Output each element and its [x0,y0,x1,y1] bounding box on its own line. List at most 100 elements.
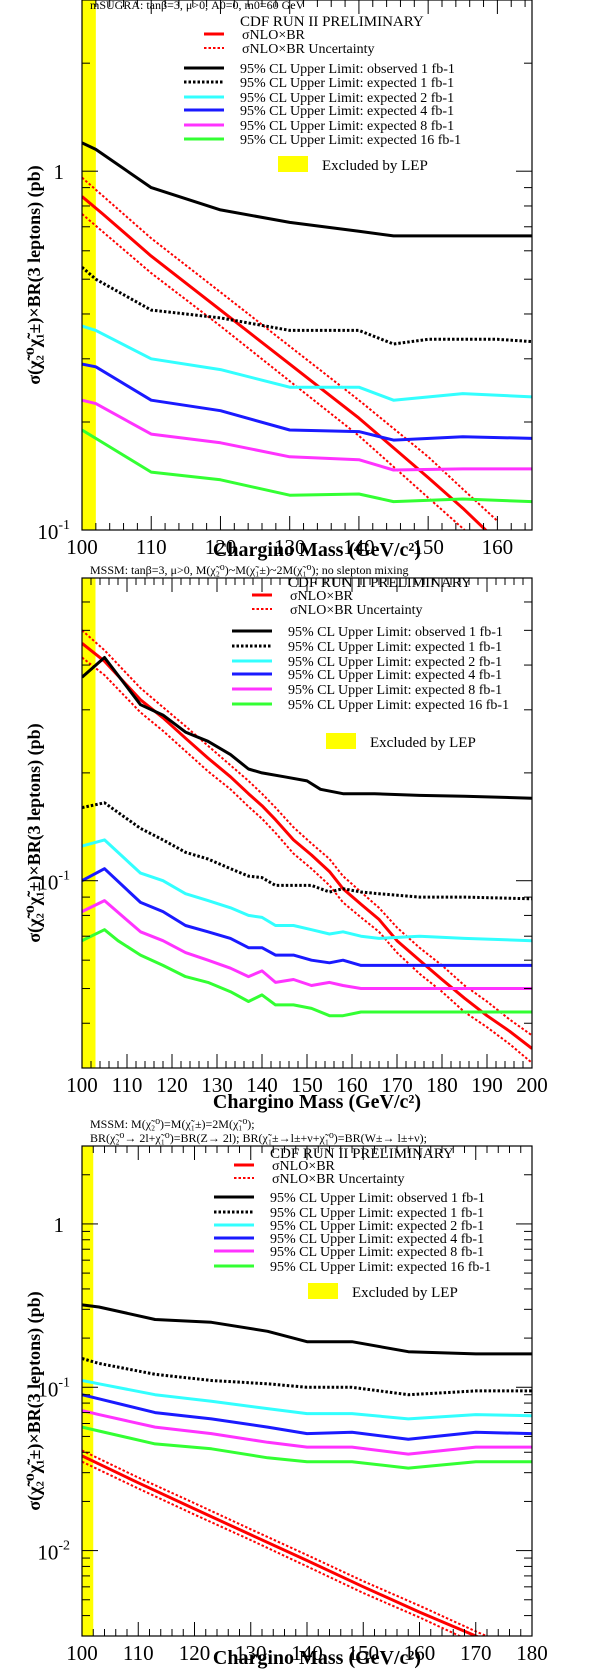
series-line-6 [82,1393,532,1441]
legend-lep-label: Excluded by LEP [370,735,476,751]
x-tick-label: 140 [291,1641,323,1665]
legend-entry: σNLO×BR Uncertainty [290,603,422,618]
series-line-0 [82,195,488,530]
x-tick-label: 150 [348,1641,380,1665]
legend-entry: 95% CL Upper Limit: expected 1 fb-1 [288,640,502,655]
x-tick-label: 150 [412,535,444,559]
series-line-1 [82,1449,490,1636]
series-line-4 [82,1357,532,1397]
x-tick-label: 200 [516,1073,548,1097]
x-tick-label: 160 [482,535,514,559]
lep-excluded-band [82,578,96,1068]
series-line-2 [82,1460,462,1636]
chart-svg-msugra: 100 110 120 130 140 150 160 1 10-1 Chargino Mass … [24,0,533,561]
series-line-5 [82,324,532,402]
chart-subtitle: BR(χ̃₂⁰→ 2l+χ̃₁⁰)=BR(Z→ 2l); BR(χ̃₁±→l±+… [90,1131,427,1145]
legend-entry: 95% CL Upper Limit: observed 1 fb-1 [288,625,503,640]
legend-lep-label: Excluded by LEP [322,158,428,174]
series-line-8 [82,1425,532,1470]
legend-entry: 95% CL Upper Limit: observed 1 fb-1 [270,1191,485,1206]
x-tick-label: 120 [179,1641,211,1665]
series-line-4 [82,801,532,901]
legend-header: CDF RUN II PRELIMINARY [240,14,424,30]
chart-title: MSSM: M(χ̃₂⁰)=M(χ̃₁±)=2M(χ̃₁⁰); [90,1117,255,1131]
x-tick-label: 130 [201,1073,233,1097]
legend-entry: 95% CL Upper Limit: expected 4 fb-1 [240,104,454,119]
legend-lep-label: Excluded by LEP [352,1285,458,1301]
legend-entry: 95% CL Upper Limit: expected 4 fb-1 [288,668,502,683]
x-axis-label: Chargino Mass (GeV/c²) [213,1647,421,1669]
y-tick-label: 10-2 [37,1539,70,1565]
x-tick-label: 170 [460,1641,492,1665]
series-line-2 [82,656,532,1064]
chart-panel-msugra: 100 110 120 130 140 150 160 1 10-1 Chargino Mass … [0,0,600,561]
legend-entry: 95% CL Upper Limit: expected 16 fb-1 [288,698,509,713]
legend-entry: σNLO×BR [272,1159,336,1174]
lep-excluded-band [82,0,96,530]
legend-entry: σNLO×BR Uncertainty [242,42,374,57]
legend-entry: 95% CL Upper Limit: expected 16 fb-1 [270,1260,491,1275]
series-line-5 [82,838,532,943]
x-tick-label: 110 [123,1641,154,1665]
legend-lep-swatch [308,1283,338,1299]
legend-entry: 95% CL Upper Limit: expected 8 fb-1 [240,119,454,134]
x-tick-label: 170 [381,1073,413,1097]
legend-entry: 95% CL Upper Limit: expected 4 fb-1 [270,1232,484,1247]
legend-lep-swatch [278,156,308,172]
series-line-6 [82,867,532,967]
y-tick-label: 1 [54,160,65,184]
series-line-8 [82,428,532,504]
x-tick-label: 160 [336,1073,368,1097]
chart-panel-mssm-no-mixing: 100 110 120 130 140 150 160 170 180 190 200 10-1 Cha… [0,560,600,1116]
legend-entry: 95% CL Upper Limit: expected 2 fb-1 [288,655,502,670]
legend-entry: 95% CL Upper Limit: expected 2 fb-1 [240,91,454,106]
series-line-5 [82,1379,532,1421]
chart-svg-mssm-no-mixing: 100 110 120 130 140 150 160 170 180 190 200 10-1 Cha… [24,563,548,1113]
series-line-1 [82,629,532,1037]
x-tick-label: 160 [404,1641,436,1665]
y-tick-label: 10-1 [37,518,70,544]
y-axis-label: σ(χ̃₂⁰χ̃₁±)×BR(3 leptons) (pb) [24,1291,45,1510]
legend-header: CDF RUN II PRELIMINARY [288,575,472,591]
x-tick-label: 130 [235,1641,267,1665]
legend-entry: 95% CL Upper Limit: expected 2 fb-1 [270,1219,484,1234]
y-tick-label: 10-1 [37,1375,70,1401]
x-tick-label: 110 [136,535,167,559]
legend-entry: 95% CL Upper Limit: expected 1 fb-1 [240,76,454,91]
plot-frame [81,0,533,531]
legend-header: CDF RUN II PRELIMINARY [270,1146,454,1162]
legend-entry: 95% CL Upper Limit: expected 8 fb-1 [288,683,502,698]
series-line-2 [82,213,466,530]
x-tick-label: 180 [516,1641,548,1665]
series-line-8 [82,928,532,1018]
chart-title: mSUGRA: tanβ=3, μ>0, A0=0, m0=60 GeV [90,0,305,12]
chart-title: MSSM: tanβ=3, μ>0, M(χ̃₂⁰)~M(χ̃₁±)~2M(χ̃… [90,563,408,577]
x-tick-label: 190 [471,1073,503,1097]
series-line-1 [82,176,499,522]
legend-lep-swatch [326,733,356,749]
series-line-3 [82,1303,532,1356]
legend-entry: 95% CL Upper Limit: expected 8 fb-1 [270,1245,484,1260]
x-tick-label: 140 [343,535,375,559]
x-tick-label: 120 [156,1073,188,1097]
x-tick-label: 140 [246,1073,278,1097]
x-tick-label: 120 [205,535,237,559]
y-tick-label: 10-1 [37,869,70,895]
series-line-7 [82,899,532,990]
legend-entry: 95% CL Upper Limit: expected 1 fb-1 [270,1206,484,1221]
series-line-3 [82,141,532,238]
legend-entry: 95% CL Upper Limit: expected 16 fb-1 [240,133,461,148]
series-line-4 [82,266,532,346]
x-axis-label: Chargino Mass (GeV/c²) [213,1091,421,1113]
x-tick-label: 180 [426,1073,458,1097]
series-line-0 [82,642,532,1050]
x-tick-label: 150 [291,1073,323,1097]
legend-entry: σNLO×BR Uncertainty [272,1172,404,1187]
series-line-7 [82,398,532,472]
x-tick-label: 100 [66,1641,98,1665]
x-tick-label: 100 [66,1073,98,1097]
y-axis-label: σ(χ̃₂⁰χ̃₁±)×BR(3 leptons) (pb) [24,723,45,942]
series-line-0 [82,1454,480,1636]
y-tick-label: 1 [54,1213,65,1237]
legend-entry: σNLO×BR [242,28,306,43]
